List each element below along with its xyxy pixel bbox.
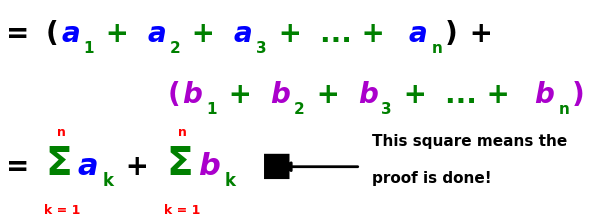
Text: n: n <box>178 126 187 139</box>
Text: 3: 3 <box>256 41 267 56</box>
Text: +: + <box>307 81 349 109</box>
Text: a: a <box>78 152 98 181</box>
Text: +: + <box>182 20 225 48</box>
Text: a: a <box>147 20 166 48</box>
Text: 1: 1 <box>206 102 217 118</box>
Text: 2: 2 <box>294 102 304 118</box>
Text: +: + <box>219 81 261 109</box>
Text: (: ( <box>167 81 180 109</box>
Text: ): ) <box>571 81 584 109</box>
Text: k: k <box>102 172 114 190</box>
Text: Σ: Σ <box>167 145 193 183</box>
Text: This square means the: This square means the <box>372 134 567 149</box>
Text: n: n <box>431 41 443 56</box>
Text: 3: 3 <box>382 102 392 118</box>
Text: a: a <box>233 20 252 48</box>
Text: ): ) <box>444 20 457 48</box>
Text: a: a <box>409 20 428 48</box>
Text: b: b <box>182 81 202 109</box>
Text: 2: 2 <box>170 41 181 56</box>
Text: +: + <box>115 153 158 181</box>
Text: ■: ■ <box>261 149 292 182</box>
Text: =: = <box>6 20 39 48</box>
Text: proof is done!: proof is done! <box>372 171 492 186</box>
Text: =: = <box>6 153 39 181</box>
Text: k: k <box>225 172 236 190</box>
Text: 1: 1 <box>84 41 94 56</box>
Text: b: b <box>358 81 377 109</box>
Text: Σ: Σ <box>46 145 72 183</box>
Text: n: n <box>559 102 569 118</box>
Text: (: ( <box>46 20 59 48</box>
Text: k = 1: k = 1 <box>44 204 80 216</box>
Text: ... +: ... + <box>320 20 394 48</box>
Text: k = 1: k = 1 <box>164 204 201 216</box>
Text: +: + <box>96 20 139 48</box>
Text: b: b <box>535 81 554 109</box>
Text: ... +: ... + <box>446 81 520 109</box>
Text: +: + <box>460 20 493 48</box>
Text: b: b <box>199 152 220 181</box>
Text: +: + <box>394 81 437 109</box>
Text: +: + <box>269 20 312 48</box>
Text: n: n <box>57 126 66 139</box>
Text: a: a <box>61 20 80 48</box>
Text: b: b <box>270 81 290 109</box>
